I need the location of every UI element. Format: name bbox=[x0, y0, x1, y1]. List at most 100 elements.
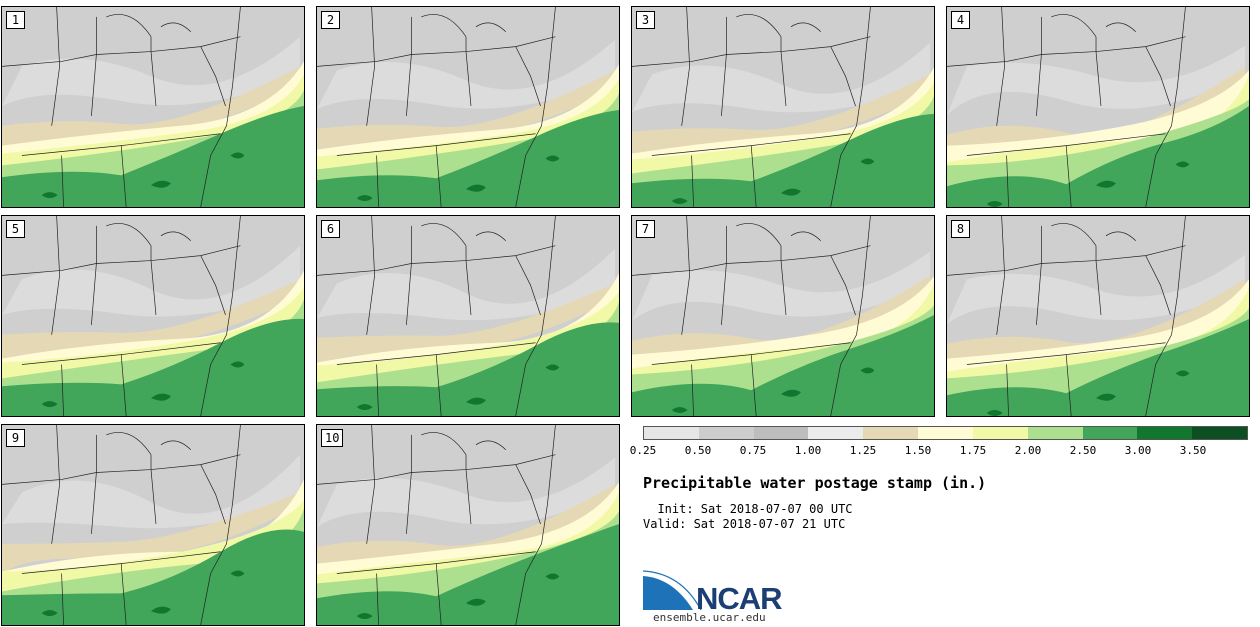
colorbar-swatch bbox=[698, 427, 754, 439]
stamp-map bbox=[947, 7, 1249, 207]
state-boundary-line bbox=[200, 464, 226, 525]
state-boundary-line bbox=[1065, 354, 1072, 416]
colorbar-tick: 1.75 bbox=[959, 444, 987, 457]
state-boundary-line bbox=[150, 36, 157, 107]
state-boundary-line bbox=[317, 245, 556, 276]
field-tan bbox=[317, 70, 616, 160]
state-boundary-line bbox=[406, 434, 412, 534]
state-boundary-line bbox=[51, 425, 60, 544]
state-boundary-line bbox=[61, 364, 64, 416]
state-boundary-line bbox=[376, 573, 379, 625]
state-boundary-line bbox=[435, 563, 442, 625]
field-tan bbox=[2, 279, 301, 369]
state-boundary-line bbox=[61, 573, 64, 625]
stamp-map bbox=[2, 7, 304, 207]
stamp-number: 3 bbox=[636, 11, 655, 29]
state-boundary-line bbox=[200, 255, 226, 316]
field-tan bbox=[317, 484, 616, 574]
field-light bbox=[317, 457, 616, 527]
state-boundary-line bbox=[421, 14, 467, 37]
colorbar-swatch bbox=[1137, 427, 1193, 439]
field-tan bbox=[632, 275, 931, 365]
field-tan bbox=[2, 66, 301, 156]
colorbar-swatch bbox=[644, 427, 699, 439]
stamp-panel: 1 bbox=[1, 6, 305, 208]
stamp-map bbox=[632, 216, 934, 416]
colorbar-tick: 3.00 bbox=[1124, 444, 1152, 457]
state-boundary-line bbox=[200, 46, 226, 107]
stamp-panel: 3 bbox=[631, 6, 935, 208]
state-boundary-line bbox=[721, 225, 727, 325]
state-boundary-line bbox=[691, 364, 694, 416]
field-tan bbox=[317, 283, 616, 373]
colorbar-tick: 2.00 bbox=[1014, 444, 1042, 457]
init-time: Init: Sat 2018-07-07 00 UTC bbox=[643, 502, 853, 516]
stamp-panel: 7 bbox=[631, 215, 935, 417]
state-boundary-line bbox=[160, 231, 191, 241]
stamp-map bbox=[2, 425, 304, 625]
state-boundary-line bbox=[421, 432, 467, 455]
field-green bbox=[317, 322, 619, 416]
state-boundary-line bbox=[91, 434, 97, 534]
state-boundary-line bbox=[51, 7, 60, 126]
colorbar-swatch bbox=[808, 427, 864, 439]
stamp-panel: 4 bbox=[946, 6, 1250, 208]
state-boundary-line bbox=[366, 425, 375, 544]
colorbar-swatch bbox=[1082, 427, 1138, 439]
stamp-number: 9 bbox=[6, 429, 25, 447]
field-light bbox=[632, 42, 931, 113]
state-boundary-line bbox=[947, 36, 1186, 67]
state-boundary-line bbox=[1095, 245, 1102, 316]
state-boundary-line bbox=[366, 7, 375, 126]
state-boundary-line bbox=[651, 342, 851, 365]
state-boundary-line bbox=[465, 36, 472, 107]
field-green bbox=[317, 524, 619, 625]
state-boundary-line bbox=[996, 7, 1005, 126]
stamp-map bbox=[2, 216, 304, 416]
state-boundary-line bbox=[1145, 216, 1186, 416]
state-boundary-line bbox=[830, 7, 871, 207]
state-boundary-line bbox=[651, 133, 851, 156]
state-boundary-line bbox=[1036, 225, 1042, 325]
state-boundary-line bbox=[830, 216, 871, 416]
state-boundary-line bbox=[515, 7, 556, 207]
state-boundary-line bbox=[721, 16, 727, 116]
state-boundary-line bbox=[750, 145, 757, 207]
state-boundary-line bbox=[475, 440, 506, 450]
field-light bbox=[2, 245, 301, 317]
state-boundary-line bbox=[200, 425, 241, 625]
state-boundary-line bbox=[91, 16, 97, 116]
state-boundary-line bbox=[1105, 231, 1136, 241]
state-boundary-line bbox=[2, 245, 241, 276]
state-boundary-line bbox=[515, 464, 541, 525]
field-green bbox=[632, 113, 934, 207]
state-boundary-line bbox=[681, 7, 690, 126]
state-boundary-line bbox=[515, 216, 556, 416]
state-boundary-line bbox=[200, 216, 241, 416]
colorbar-tick: 2.50 bbox=[1069, 444, 1097, 457]
stamp-panel: 5 bbox=[1, 215, 305, 417]
state-boundary-line bbox=[750, 354, 757, 416]
field-tan bbox=[632, 74, 931, 164]
state-boundary-line bbox=[475, 22, 506, 32]
state-boundary-line bbox=[475, 231, 506, 241]
field-light bbox=[2, 454, 301, 529]
ncar-logo-text: NCAR bbox=[696, 581, 783, 616]
colorbar-tick: 1.50 bbox=[904, 444, 932, 457]
colorbar-swatch bbox=[1192, 427, 1247, 439]
stamp-map bbox=[317, 216, 619, 416]
state-boundary-line bbox=[515, 425, 556, 625]
state-boundary-line bbox=[2, 36, 241, 67]
state-boundary-line bbox=[830, 255, 856, 316]
state-boundary-line bbox=[150, 454, 157, 525]
colorbar bbox=[643, 426, 1248, 440]
colorbar-tick: 0.75 bbox=[739, 444, 767, 457]
state-boundary-line bbox=[736, 223, 782, 246]
state-boundary-line bbox=[106, 14, 152, 37]
colorbar-tick: 3.50 bbox=[1179, 444, 1207, 457]
state-boundary-line bbox=[632, 245, 871, 276]
state-boundary-line bbox=[1145, 46, 1171, 107]
state-boundary-line bbox=[1051, 14, 1097, 37]
colorbar-swatch bbox=[918, 427, 973, 439]
stamp-panel: 6 bbox=[316, 215, 620, 417]
